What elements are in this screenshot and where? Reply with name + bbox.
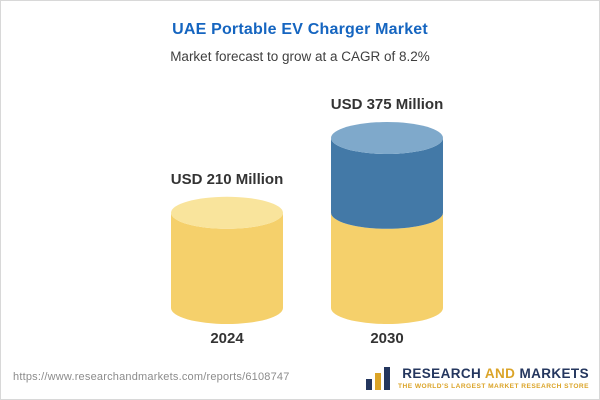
chart-subtitle: Market forecast to grow at a CAGR of 8.2… bbox=[170, 49, 430, 64]
logo-wordmark: RESEARCH AND MARKETS bbox=[402, 366, 589, 381]
cylinder-bars-graphic bbox=[171, 122, 443, 324]
logo-bars-icon bbox=[366, 367, 391, 390]
logo-text-block: RESEARCH AND MARKETS THE WORLD'S LARGEST… bbox=[398, 366, 589, 390]
logo-word-research: RESEARCH bbox=[402, 366, 482, 381]
chart-area: USD 210 Million USD 375 Million 2024 203… bbox=[1, 93, 599, 347]
brand-logo: RESEARCH AND MARKETS THE WORLD'S LARGEST… bbox=[365, 365, 589, 391]
value-label-2030: USD 375 Million bbox=[330, 96, 444, 113]
chart-title: UAE Portable EV Charger Market bbox=[172, 21, 428, 38]
logo-tagline: THE WORLD'S LARGEST MARKET RESEARCH STOR… bbox=[398, 383, 589, 390]
axis-label-2030: 2030 bbox=[370, 330, 404, 347]
logo-word-markets: MARKETS bbox=[519, 366, 589, 381]
axis-label-2024: 2024 bbox=[210, 330, 244, 347]
source-url: https://www.researchandmarkets.com/repor… bbox=[13, 371, 290, 383]
value-label-2024: USD 210 Million bbox=[170, 170, 284, 188]
logo-word-and: AND bbox=[484, 366, 516, 381]
